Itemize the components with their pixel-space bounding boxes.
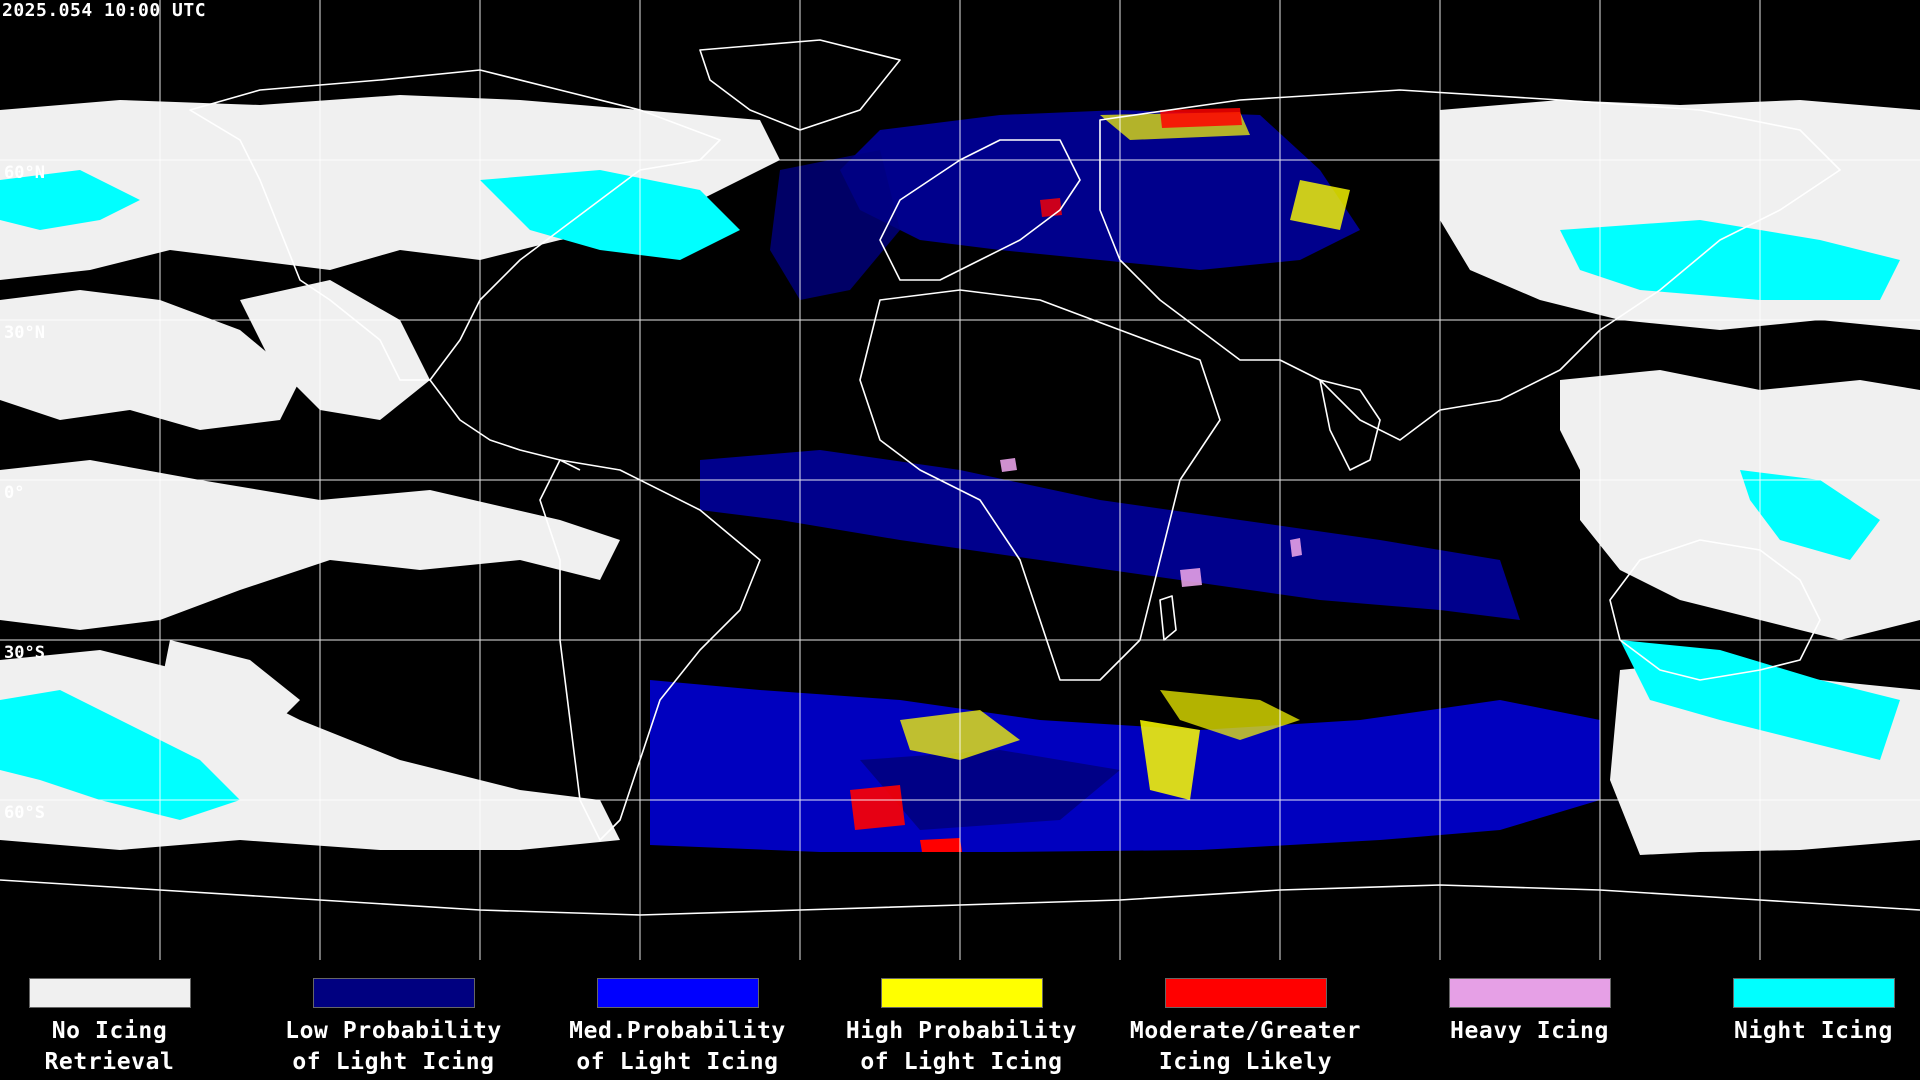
cloud-sa-south <box>160 640 300 740</box>
timestamp-label: 2025.054 10:00 UTC <box>2 0 207 21</box>
cloud-pacific-north <box>0 290 300 430</box>
legend-label-line1: Low Probability <box>285 1018 502 1044</box>
coast-india <box>1319 379 1381 471</box>
icing-map: 2025.054 10:00 UTC 60°N 30°N 0° 30°S 60°… <box>0 0 1920 960</box>
heavy-icing-3 <box>1000 458 1017 472</box>
med-prob-tropical <box>700 450 1520 620</box>
legend: No Icing Retrieval Low Probability of Li… <box>0 960 1920 1080</box>
mod-greater-north <box>1160 108 1242 128</box>
legend-label: No Icing Retrieval <box>0 1016 252 1078</box>
high-prob-south-1 <box>1140 720 1200 800</box>
night-aus-east <box>1740 470 1880 560</box>
night-west-pacific <box>1560 220 1900 300</box>
coast-asia <box>1099 89 1841 441</box>
legend-item-night-icing: Night Icing <box>1671 978 1920 1047</box>
legend-item-no-icing: No Icing Retrieval <box>0 978 252 1078</box>
satellite-domain <box>640 105 1610 852</box>
legend-label-line1: Heavy Icing <box>1450 1018 1609 1044</box>
legend-label-line2: Icing Likely <box>1158 1049 1333 1075</box>
legend-swatch <box>1732 978 1895 1008</box>
legend-swatch <box>1164 978 1327 1008</box>
coast-south-america <box>539 459 761 841</box>
legend-label: High Probability of Light Icing <box>819 1016 1104 1078</box>
legend-label-line1: No Icing <box>51 1018 168 1044</box>
legend-label-line2: Retrieval <box>44 1049 175 1075</box>
latitude-label-60s: 60°S <box>4 803 45 823</box>
coast-europe <box>879 139 1081 281</box>
coast-australia <box>1609 539 1821 681</box>
coast-north-america <box>189 69 721 381</box>
latitude-label-equator: 0° <box>4 483 25 503</box>
mod-greater-south-1 <box>850 785 905 830</box>
cloud-na-west <box>240 280 430 420</box>
legend-item-low-probability: Low Probability of Light Icing <box>251 978 536 1078</box>
legend-label-line2: of Light Icing <box>860 1049 1063 1075</box>
cloud-pacific-tropical <box>0 460 620 630</box>
legend-swatch <box>1448 978 1611 1008</box>
night-north-atlantic <box>480 170 740 260</box>
legend-item-med-probability: Med.Probability of Light Icing <box>535 978 820 1078</box>
legend-item-heavy-icing: Heavy Icing <box>1387 978 1672 1047</box>
legend-label: Moderate/Greater Icing Likely <box>1103 1016 1388 1078</box>
legend-label: Night Icing <box>1671 1016 1920 1047</box>
map-canvas <box>0 0 1920 960</box>
night-south-pacific-w <box>0 690 240 820</box>
legend-label: Med.Probability of Light Icing <box>535 1016 820 1078</box>
heavy-icing-2 <box>1290 538 1302 557</box>
legend-item-moderate-greater: Moderate/Greater Icing Likely <box>1103 978 1388 1078</box>
heavy-icing-1 <box>1180 568 1202 587</box>
latitude-label-60n: 60°N <box>4 163 45 183</box>
legend-label-line1: Med.Probability <box>569 1018 786 1044</box>
cloud-east-tropical <box>1560 370 1920 640</box>
legend-label-line1: High Probability <box>845 1018 1078 1044</box>
latitude-label-30n: 30°N <box>4 323 45 343</box>
legend-label: Low Probability of Light Icing <box>251 1016 536 1078</box>
legend-item-high-probability: High Probability of Light Icing <box>819 978 1104 1078</box>
low-prob-south <box>860 750 1120 830</box>
mod-greater-south-2 <box>920 838 962 852</box>
legend-swatch <box>28 978 191 1008</box>
legend-swatch <box>312 978 475 1008</box>
legend-swatch <box>880 978 1043 1008</box>
coast-central-america <box>429 379 581 471</box>
legend-label: Heavy Icing <box>1387 1016 1672 1047</box>
graticule-grid <box>0 0 1920 960</box>
night-north-pacific <box>0 170 140 230</box>
high-prob-north-1 <box>1290 180 1350 230</box>
legend-label-line2: of Light Icing <box>292 1049 495 1075</box>
latitude-label-30s: 30°S <box>4 643 45 663</box>
high-prob-south-3 <box>1160 690 1300 740</box>
coast-greenland <box>699 39 901 131</box>
legend-label-line2: of Light Icing <box>576 1049 779 1075</box>
legend-swatch <box>596 978 759 1008</box>
mod-greater-north-2 <box>1040 198 1062 217</box>
legend-label-line1: Moderate/Greater <box>1129 1018 1362 1044</box>
low-prob-north <box>770 150 900 300</box>
coast-madagascar <box>1159 595 1177 641</box>
legend-label-line1: Night Icing <box>1734 1018 1893 1044</box>
